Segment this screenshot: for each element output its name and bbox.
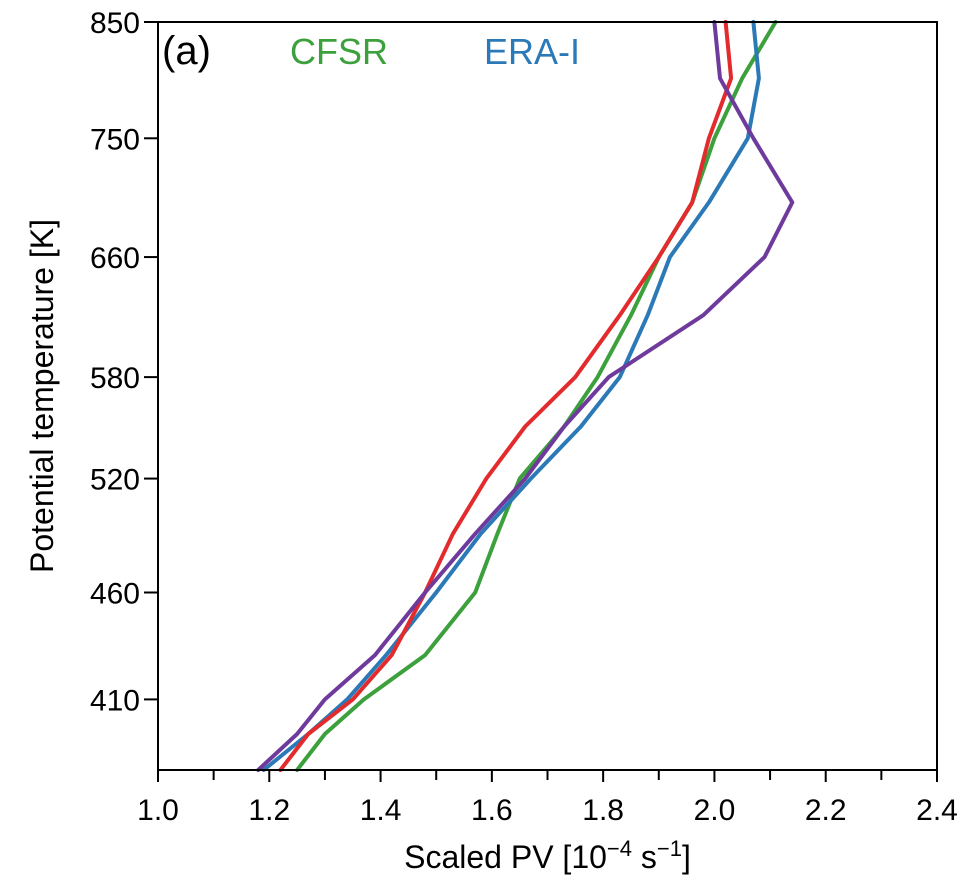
- x-tick-label: 1.0: [137, 794, 179, 827]
- x-tick-label: 2.4: [916, 794, 958, 827]
- x-axis-label-exp1: −4: [607, 836, 632, 861]
- x-axis-label-exp2: −1: [657, 836, 682, 861]
- series-layer: [256, 20, 795, 772]
- y-tick-label: 850: [90, 7, 140, 40]
- x-axis-label: Scaled PV [10−4 s−1]: [404, 836, 691, 875]
- y-tick-label: 410: [90, 684, 140, 717]
- legend: CFSR ERA-I: [290, 31, 580, 72]
- x-axis-label-prefix: Scaled PV [10: [404, 839, 607, 875]
- y-tick-label: 580: [90, 362, 140, 395]
- series-line-3: [278, 20, 734, 772]
- series-line-4: [256, 20, 795, 772]
- x-axis-ticks: 1.0 1.2 1.4 1.6 1.8 2.0 2.2 2.4: [137, 770, 958, 827]
- y-tick-label: 750: [90, 123, 140, 156]
- x-tick-label: 2.0: [694, 794, 736, 827]
- y-tick-label: 460: [90, 577, 140, 610]
- x-tick-label: 1.2: [248, 794, 290, 827]
- y-tick-label: 660: [90, 242, 140, 275]
- y-tick-label: 520: [90, 464, 140, 497]
- x-tick-label: 2.2: [805, 794, 847, 827]
- x-tick-label: 1.6: [471, 794, 513, 827]
- series-line-era-i: [261, 20, 761, 772]
- x-tick-label: 1.4: [360, 794, 402, 827]
- plot-frame: [157, 21, 938, 771]
- x-axis-label-suffix: ]: [682, 839, 691, 875]
- series-line-cfsr: [295, 20, 778, 772]
- y-axis-label: Potential temperature [K]: [24, 219, 60, 573]
- x-tick-label: 1.8: [582, 794, 624, 827]
- legend-entry-era-i: ERA-I: [484, 31, 580, 72]
- y-axis-ticks: 410 460 520 580 660 750 850: [90, 7, 158, 717]
- x-axis-label-middle: s: [632, 839, 657, 875]
- legend-entry-cfsr: CFSR: [290, 31, 388, 72]
- panel-label: (a): [162, 29, 211, 73]
